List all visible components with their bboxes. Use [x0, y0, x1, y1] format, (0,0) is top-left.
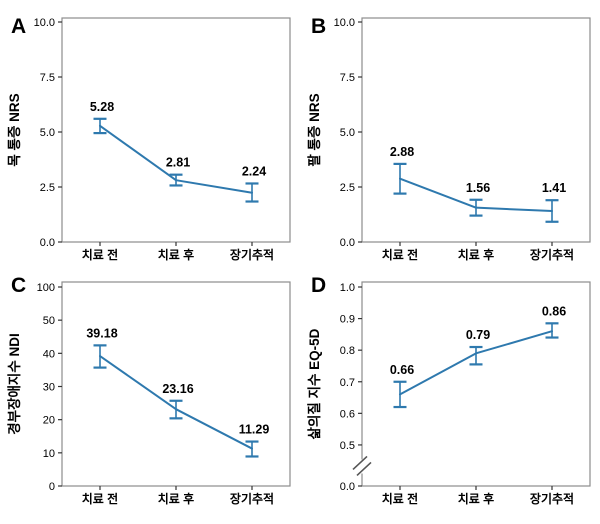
panel-letter: D — [311, 274, 326, 297]
data-point-value-label: 2.81 — [166, 156, 190, 170]
axis-break-gap — [360, 459, 364, 474]
x-category-label: 장기추적 — [230, 491, 274, 506]
y-tick-label: 50 — [43, 315, 55, 327]
data-point-value-label: 11.29 — [239, 423, 270, 437]
x-category-label: 치료 전 — [382, 247, 418, 262]
chart-panel-a: 0.0 2.5 5.0 7.5 10.0 치료 전 치료 후 장기추적 5.28 2.81 2.24… — [7, 15, 291, 262]
y-axis-title: 삶의질 지수 EQ-5D — [306, 328, 322, 439]
y-tick-label: 5.0 — [340, 127, 355, 139]
x-category-label: 치료 후 — [158, 491, 194, 506]
data-point-value-label: 1.56 — [466, 181, 490, 195]
panel-letter: A — [11, 15, 26, 38]
y-tick-label: 1.0 — [340, 282, 355, 294]
panel-b-arm-pain-nrs: 0.0 2.5 5.0 7.5 10.0 치료 전 치료 후 장기추적 2.88 1.56 1.41… — [300, 0, 600, 262]
x-category-label: 치료 전 — [82, 247, 118, 262]
y-tick-label: 0.0 — [340, 481, 355, 493]
y-tick-label: 0.0 — [340, 237, 355, 249]
y-tick-label: 100 — [37, 282, 55, 294]
y-tick-label: 30 — [43, 382, 55, 394]
x-category-label: 장기추적 — [530, 491, 574, 506]
y-tick-label: 0.9 — [340, 314, 355, 326]
y-axis-title: 팔 통증 NRS — [306, 93, 322, 166]
data-point-value-label: 0.86 — [542, 304, 566, 318]
y-tick-label: 0.0 — [40, 237, 55, 249]
axis-break-mark — [352, 455, 368, 471]
data-point-value-label: 2.24 — [242, 164, 266, 178]
y-tick-label: 0.8 — [340, 345, 355, 357]
data-point-value-label: 5.28 — [90, 100, 114, 114]
x-category-label: 장기추적 — [230, 247, 274, 262]
panel-d-eq5d: 0.0 0.5 0.6 0.7 0.8 0.9 1.0 치료 전 치료 후 장기추적 0.66 0.7… — [300, 262, 600, 524]
y-tick-label: 7.5 — [40, 72, 55, 84]
y-tick-label: 10.0 — [334, 17, 355, 29]
y-tick-label: 2.5 — [340, 182, 355, 194]
data-point-value-label: 0.79 — [466, 328, 490, 342]
data-point-value-label: 1.41 — [542, 181, 566, 195]
y-axis-title: 경부장애지수 NDI — [6, 333, 22, 435]
data-point-value-label: 23.16 — [162, 382, 193, 396]
panel-letter: C — [11, 274, 26, 297]
data-point-value-label: 39.18 — [86, 326, 117, 340]
x-category-label: 치료 후 — [458, 247, 494, 262]
panel-letter: B — [311, 15, 326, 38]
y-tick-label: 0.5 — [340, 440, 355, 452]
axis-break-mark — [356, 461, 372, 477]
plot-frame — [61, 17, 291, 243]
y-tick-label: 0.7 — [340, 377, 355, 389]
x-category-label: 치료 후 — [158, 247, 194, 262]
x-category-label: 장기추적 — [530, 247, 574, 262]
chart-panel-d: 0.0 0.5 0.6 0.7 0.8 0.9 1.0 치료 전 치료 후 장기추적 0.66 0.7… — [306, 274, 591, 506]
y-tick-label: 10.0 — [34, 17, 55, 29]
panel-c-ndi: 0 10 20 30 40 50 100 치료 전 치료 후 장기추적 39.18 23.16 11.2… — [0, 262, 300, 524]
y-tick-label: 0 — [49, 481, 55, 493]
y-tick-label: 0.6 — [340, 408, 355, 420]
y-tick-label: 7.5 — [340, 72, 355, 84]
y-tick-label: 5.0 — [40, 127, 55, 139]
panel-a-neck-pain-nrs: 0.0 2.5 5.0 7.5 10.0 치료 전 치료 후 장기추적 5.28 2.81 2.24… — [0, 0, 300, 262]
x-category-label: 치료 후 — [458, 491, 494, 506]
y-axis-title: 목 통증 NRS — [7, 93, 22, 166]
y-tick-label: 40 — [43, 348, 55, 360]
chart-panel-c: 0 10 20 30 40 50 100 치료 전 치료 후 장기추적 39.18 23.16 11.2… — [6, 274, 291, 506]
data-point-value-label: 0.66 — [390, 363, 414, 377]
y-tick-label: 20 — [43, 415, 55, 427]
x-category-label: 치료 전 — [82, 491, 118, 506]
chart-panel-b: 0.0 2.5 5.0 7.5 10.0 치료 전 치료 후 장기추적 2.88 1.56 1.41… — [306, 15, 591, 262]
data-point-value-label: 2.88 — [390, 145, 414, 159]
y-tick-label: 10 — [43, 448, 55, 460]
y-tick-label: 2.5 — [40, 182, 55, 194]
x-category-label: 치료 전 — [382, 491, 418, 506]
